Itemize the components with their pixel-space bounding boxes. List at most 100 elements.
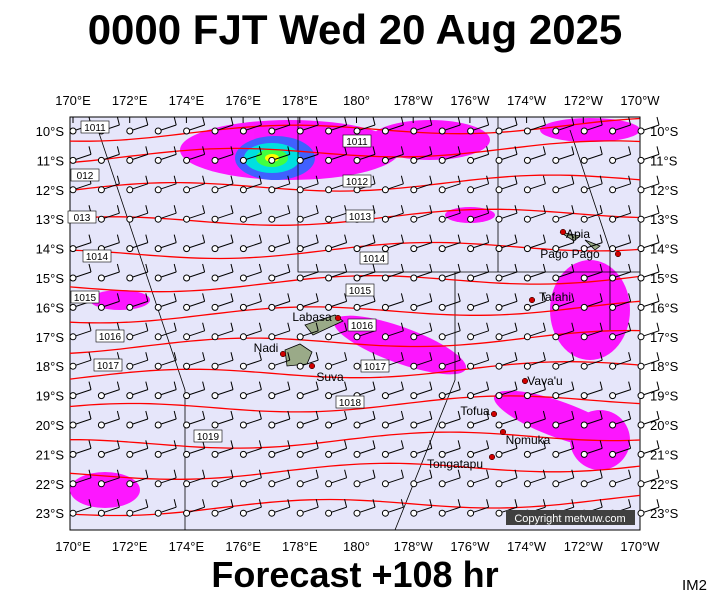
barb-flag — [145, 322, 149, 331]
barb-flag — [202, 234, 206, 243]
barb-flag — [628, 352, 632, 361]
barb-station — [495, 480, 503, 488]
barb-flag — [287, 469, 291, 478]
barb-flag — [457, 234, 461, 243]
barb-station — [154, 215, 162, 223]
isobar-label-box — [342, 134, 372, 148]
barb-station — [609, 186, 617, 194]
barb-station — [637, 274, 645, 282]
barb-station — [438, 362, 446, 370]
barb-station — [126, 127, 134, 135]
barb-flag — [116, 205, 120, 214]
barb-flag — [599, 263, 603, 273]
isobar-label-box — [80, 120, 110, 134]
barb-flag — [202, 263, 206, 273]
lon-label-top: 180° — [343, 93, 370, 108]
barb-station — [410, 274, 418, 282]
barb-flag — [258, 146, 262, 155]
barb-station — [609, 127, 617, 135]
barb-station — [126, 303, 134, 311]
lon-label-top: 176°E — [225, 93, 261, 108]
barb-flag — [145, 469, 149, 478]
barb-flag — [599, 234, 603, 243]
lat-label-right: 16°S — [650, 300, 679, 315]
barb-station — [97, 421, 105, 429]
barb-flag — [287, 263, 291, 273]
barb-flag — [457, 175, 461, 184]
barb-station — [523, 127, 531, 135]
barb-flag — [571, 352, 575, 361]
lon-label-top: 172°E — [112, 93, 148, 108]
barb-flag — [145, 410, 149, 420]
barb-flag — [571, 205, 575, 214]
barb-flag — [173, 293, 177, 302]
barb-station — [353, 303, 361, 311]
barb-station — [609, 274, 617, 282]
barb-station — [438, 421, 446, 429]
isobar-label-box — [95, 329, 125, 343]
lat-label-left: 12°S — [36, 183, 65, 198]
barb-station — [183, 303, 191, 311]
barb-station — [552, 333, 560, 341]
barb-flag — [514, 175, 518, 184]
barb-flag — [656, 175, 660, 184]
barb-station — [353, 333, 361, 341]
barb-flag — [202, 410, 206, 420]
barb-station — [268, 480, 276, 488]
barb-station — [637, 509, 645, 517]
barb-station — [580, 186, 588, 194]
lon-label-bottom: 172°E — [112, 539, 148, 554]
barb-flag — [315, 263, 319, 273]
barb-station — [467, 303, 475, 311]
barb-station — [523, 362, 531, 370]
barb-flag — [202, 352, 206, 361]
barb-station — [381, 274, 389, 282]
precip-core — [235, 136, 315, 180]
barb-station — [523, 303, 531, 311]
barb-station — [438, 509, 446, 517]
place-label: Pago Pago — [540, 247, 600, 261]
barb-flag — [628, 263, 632, 273]
barb-flag — [542, 293, 546, 302]
isobar-label: 1016 — [351, 321, 374, 332]
barb-flag — [429, 146, 433, 155]
barb-flag — [116, 381, 120, 390]
barb-flag — [230, 440, 234, 449]
lat-label-right: 13°S — [650, 212, 679, 227]
lat-label-left: 10°S — [36, 124, 65, 139]
barb-station — [325, 303, 333, 311]
barb-flag — [400, 410, 404, 420]
barb-station — [467, 362, 475, 370]
barb-station — [381, 245, 389, 253]
barb-station — [523, 392, 531, 400]
barb-station — [438, 480, 446, 488]
barb-station — [609, 333, 617, 341]
barb-station — [523, 215, 531, 223]
barb-flag — [258, 322, 262, 331]
lon-label-bottom: 176°W — [450, 539, 490, 554]
barb-flag — [230, 499, 234, 508]
barb-station — [552, 480, 560, 488]
barb-flag — [344, 116, 348, 126]
barb-station — [268, 509, 276, 517]
barb-flag — [287, 440, 291, 449]
lon-label-bottom: 178°W — [394, 539, 434, 554]
barb-station — [154, 186, 162, 194]
barb-flag — [88, 146, 92, 155]
barb-station — [637, 245, 645, 253]
barb-station — [268, 362, 276, 370]
barb-flag — [372, 116, 376, 126]
lat-label-left: 21°S — [36, 447, 65, 462]
barb-station — [183, 215, 191, 223]
barb-station — [381, 186, 389, 194]
barb-flag — [116, 293, 120, 302]
barb-station — [580, 450, 588, 458]
lat-label-right: 22°S — [650, 477, 679, 492]
barb-station — [268, 303, 276, 311]
barb-station — [353, 362, 361, 370]
barb-station — [353, 274, 361, 282]
barb-flag — [258, 116, 262, 126]
barb-station — [580, 392, 588, 400]
isobar-label: 1019 — [197, 432, 220, 443]
barb-flag — [173, 322, 177, 331]
